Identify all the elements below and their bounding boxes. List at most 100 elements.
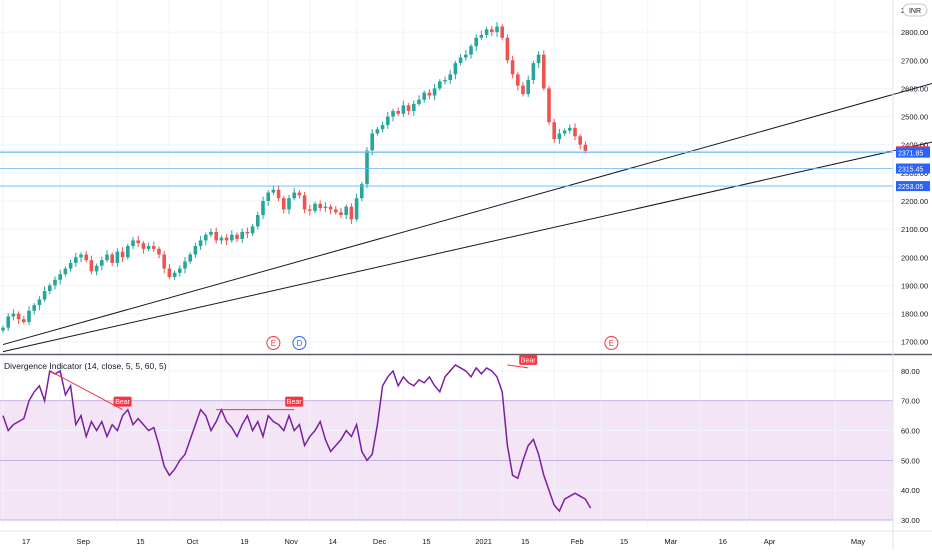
candle-body <box>443 79 447 82</box>
candle-body <box>386 116 390 126</box>
candle-body <box>401 105 406 114</box>
candle-body <box>391 110 395 117</box>
candle-body <box>16 313 21 320</box>
x-tick-label: Nov <box>285 537 299 546</box>
price-line-badge[interactable] <box>896 181 930 192</box>
candle-body <box>276 189 281 199</box>
candle-body <box>360 184 364 199</box>
oscillator-line <box>2 363 592 513</box>
trendline[interactable] <box>2 141 932 353</box>
candle-body <box>63 268 68 275</box>
candle-body <box>131 240 135 247</box>
candle-body <box>188 254 192 262</box>
event-marker[interactable] <box>604 336 619 350</box>
candle-body <box>224 237 229 241</box>
candle-body <box>339 212 343 216</box>
bear-label-bg <box>519 354 538 365</box>
x-tick-label: Apr <box>764 537 776 546</box>
candle-body <box>230 234 234 241</box>
event-marker-label: D <box>297 339 303 348</box>
price-tick-label: 1700.00 <box>901 338 928 347</box>
candle-body <box>198 240 203 247</box>
candle-body <box>240 231 244 240</box>
candle-body <box>68 262 73 269</box>
event-marker[interactable] <box>266 336 281 350</box>
x-tick-label: 19 <box>240 537 248 546</box>
candle-body <box>250 226 255 234</box>
x-tick-label: May <box>851 537 865 546</box>
candle-body <box>6 316 10 328</box>
x-tick-label: 15 <box>620 537 628 546</box>
candle-body <box>323 206 328 209</box>
candle-body <box>495 26 499 33</box>
candle-body <box>583 144 588 152</box>
candle-body <box>48 285 52 292</box>
candle-body <box>53 279 57 286</box>
bear-label-bg <box>113 396 132 407</box>
candle-body <box>115 251 120 263</box>
candle-body <box>313 203 317 211</box>
currency-badge[interactable] <box>902 3 928 17</box>
candle-body <box>516 74 520 86</box>
event-marker[interactable] <box>292 336 307 350</box>
candle-body <box>474 37 478 47</box>
candle-body <box>302 195 307 210</box>
price-line-badge-label: 2371.85 <box>898 151 923 158</box>
indicator-title: Divergence Indicator (14, close, 5, 5, 6… <box>4 361 167 371</box>
candle-body <box>162 254 166 269</box>
candle-body <box>438 81 442 89</box>
candle-body <box>479 34 484 38</box>
candle-body <box>406 105 411 111</box>
candle-body <box>318 203 322 209</box>
candle-body <box>256 215 260 227</box>
event-marker-label: E <box>271 339 276 348</box>
candle-body <box>126 246 130 258</box>
candle-body <box>89 260 94 272</box>
price-line-badge-label: 2253.05 <box>898 184 923 191</box>
x-tick-label: 14 <box>329 537 337 546</box>
osc-tick-label: 70.00 <box>901 397 920 406</box>
candle-body <box>354 198 359 220</box>
bear-label: Bear <box>287 399 302 406</box>
osc-tick-label: 80.00 <box>901 367 920 376</box>
osc-tick-label: 60.00 <box>901 427 920 436</box>
divergence-line <box>49 370 123 411</box>
price-tick-label: 2200.00 <box>901 197 928 206</box>
candle-body <box>448 74 452 80</box>
candle-body <box>458 57 463 64</box>
candle-body <box>157 248 161 255</box>
x-tick-label: 16 <box>719 537 727 546</box>
price-line-badge[interactable] <box>896 163 930 174</box>
bear-label-bg <box>285 396 304 407</box>
x-tick-label: Dec <box>373 537 387 546</box>
x-tick-label: Feb <box>571 537 584 546</box>
bear-label: Bear <box>521 357 536 364</box>
candle-body <box>427 92 432 96</box>
candle-body <box>214 231 218 241</box>
candle-body <box>536 54 541 64</box>
candle-body <box>37 299 42 306</box>
candle-body <box>365 150 369 185</box>
trendline[interactable] <box>2 77 932 346</box>
x-tick-label: Sep <box>77 537 90 546</box>
candle-body <box>349 206 354 220</box>
candle-body <box>105 254 109 261</box>
candle-body <box>380 125 385 130</box>
candle-body <box>27 310 31 323</box>
candle-body <box>74 257 78 263</box>
candle-body <box>484 29 489 35</box>
price-line-badge[interactable] <box>896 147 930 158</box>
x-tick-label: 2021 <box>475 537 492 546</box>
candle-body <box>500 26 504 38</box>
x-tick-label: Mar <box>664 537 677 546</box>
candle-body <box>282 198 286 210</box>
candle-body <box>417 99 421 104</box>
candle-body <box>547 88 551 123</box>
candle-body <box>94 265 99 272</box>
event-marker-label: E <box>609 339 614 348</box>
candle-body <box>526 79 530 95</box>
price-tick-label: 2600.00 <box>901 84 928 93</box>
bear-label: Bear <box>115 399 130 406</box>
